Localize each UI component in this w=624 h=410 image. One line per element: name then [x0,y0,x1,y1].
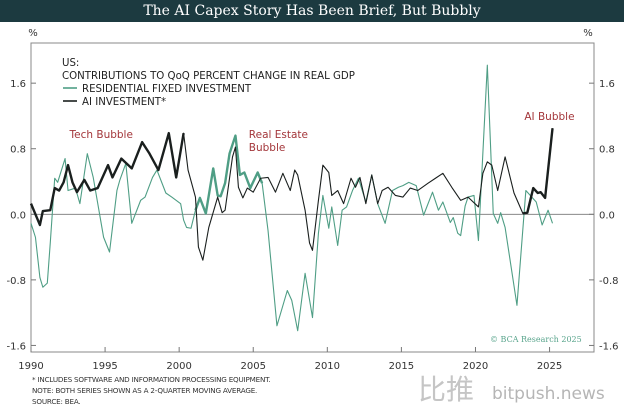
y-unit-right: % [583,28,593,39]
footnote-asterisk: * INCLUDES SOFTWARE AND INFORMATION PROC… [32,375,271,384]
y-tick-label-left: 1.6 [10,79,26,90]
watermark-site: bitpush.news [492,384,605,404]
x-tick-label: 2015 [389,361,414,372]
y-tick-label-left: -0.8 [6,276,26,287]
x-tick-label: 2025 [537,361,562,372]
residential-investment-highlight [194,134,264,215]
chart-title: The AI Capex Story Has Been Brief, But B… [0,0,624,22]
legend-subtitle: CONTRIBUTIONS TO QoQ PERCENT CHANGE IN R… [62,71,355,82]
ai-investment-line [30,128,554,261]
x-tick-label: 2010 [315,361,340,372]
y-tick-label-left: 0.8 [10,145,26,156]
footnote-source: SOURCE: BEA. [32,397,81,406]
y-tick-label-left: 0.0 [10,210,26,221]
x-tick-label: 1990 [18,361,43,372]
watermark-logo-text: 比推 [418,373,475,406]
y-tick-label-right: 0.8 [599,145,615,156]
annotation: Real Estate [249,129,308,141]
x-tick-label: 2000 [166,361,191,372]
y-unit-left: % [28,28,38,39]
residential-investment-line [30,64,554,332]
annotation: Bubble [249,142,286,154]
x-tick-label: 1995 [92,361,117,372]
x-tick-label: 2005 [241,361,266,372]
y-tick-label-right: -0.8 [599,276,619,287]
legend-item: AI INVESTMENT* [82,97,166,108]
y-tick-label-left: -1.6 [6,341,26,352]
y-tick-label-right: -1.6 [599,341,619,352]
legend-region: US: [62,58,79,69]
x-tick-label: 2020 [463,361,488,372]
legend-item: RESIDENTIAL FIXED INVESTMENT [82,84,252,95]
y-tick-label-right: 1.6 [599,79,615,90]
annotation: AI Bubble [524,111,574,123]
plot-frame [30,42,595,353]
y-tick-label-right: 0.0 [599,210,615,221]
footnote-note: NOTE: BOTH SERIES SHOWN AS A 2-QUARTER M… [32,386,258,395]
copyright: © BCA Research 2025 [490,335,582,344]
annotation: Tech Bubble [69,129,133,141]
ai-investment-highlight [522,128,554,215]
